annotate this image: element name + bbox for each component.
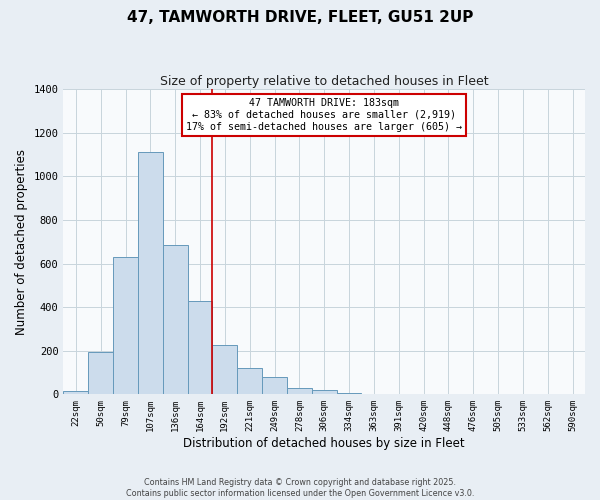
Bar: [138, 152, 163, 394]
X-axis label: Distribution of detached houses by size in Fleet: Distribution of detached houses by size …: [184, 437, 465, 450]
Text: 47, TAMWORTH DRIVE, FLEET, GU51 2UP: 47, TAMWORTH DRIVE, FLEET, GU51 2UP: [127, 10, 473, 25]
Bar: [262, 377, 287, 394]
Bar: [163, 245, 188, 394]
Bar: [188, 300, 212, 394]
Bar: [88, 352, 113, 395]
Bar: [212, 346, 237, 395]
Title: Size of property relative to detached houses in Fleet: Size of property relative to detached ho…: [160, 75, 488, 88]
Bar: [237, 368, 262, 394]
Bar: [64, 391, 88, 394]
Text: 47 TAMWORTH DRIVE: 183sqm
← 83% of detached houses are smaller (2,919)
17% of se: 47 TAMWORTH DRIVE: 183sqm ← 83% of detac…: [186, 98, 462, 132]
Bar: [312, 390, 337, 394]
Bar: [287, 388, 312, 394]
Y-axis label: Number of detached properties: Number of detached properties: [15, 149, 28, 335]
Bar: [113, 257, 138, 394]
Bar: [337, 393, 361, 394]
Text: Contains HM Land Registry data © Crown copyright and database right 2025.
Contai: Contains HM Land Registry data © Crown c…: [126, 478, 474, 498]
